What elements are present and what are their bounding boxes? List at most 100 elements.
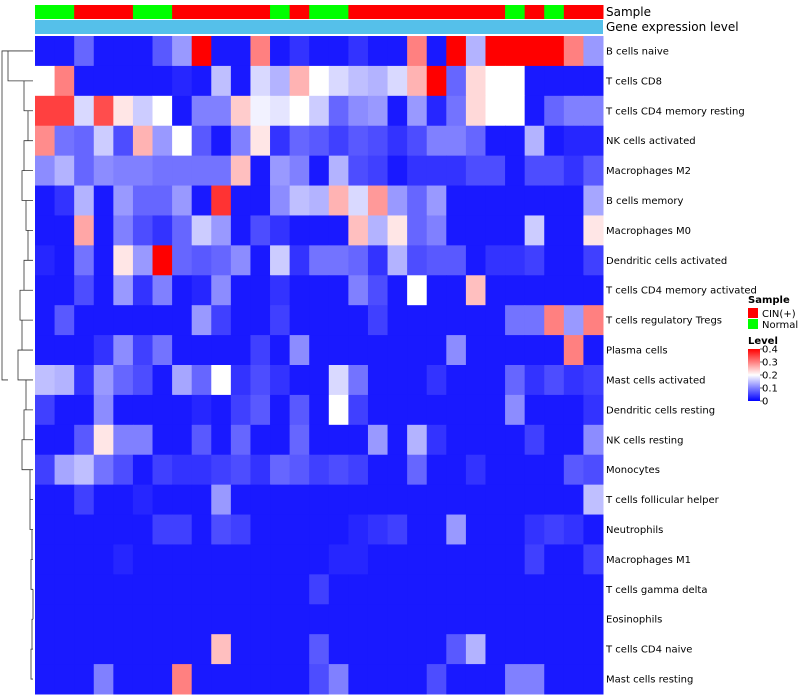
sample-cell <box>446 5 467 19</box>
heatmap-cell <box>426 365 447 396</box>
heatmap-cell <box>563 365 584 396</box>
heatmap-cell <box>230 484 251 516</box>
heatmap-cell <box>328 664 349 695</box>
heatmap-cell <box>35 574 56 605</box>
heatmap-cell <box>348 155 369 187</box>
heatmap-cell <box>270 36 291 67</box>
heatmap-cell <box>544 305 565 336</box>
heatmap-cell <box>367 155 389 187</box>
heatmap-cell <box>191 454 212 486</box>
heatmap-cell <box>465 95 486 127</box>
heatmap-cell <box>54 215 75 246</box>
heatmap-cell <box>485 574 506 605</box>
heatmap-cell <box>132 275 154 306</box>
heatmap-cell <box>485 634 506 665</box>
heatmap-cell <box>93 604 114 635</box>
heatmap-cell <box>485 65 506 97</box>
heatmap-cell <box>54 544 75 575</box>
heatmap-cell <box>367 664 389 695</box>
heatmap-cell <box>485 275 506 306</box>
heatmap-cell <box>172 65 193 97</box>
heatmap-cell <box>113 484 134 516</box>
heatmap-cell <box>328 95 349 127</box>
heatmap-cell <box>113 305 134 336</box>
heatmap-cell <box>250 245 271 276</box>
heatmap-cell <box>113 275 134 306</box>
heatmap-cell <box>289 95 310 127</box>
heatmap-cell <box>583 365 604 396</box>
sample-cell <box>152 5 173 19</box>
row-label-7: Dendritic cells activated <box>606 256 727 267</box>
heatmap-cell <box>152 514 173 545</box>
heatmap-cell <box>348 365 369 396</box>
heatmap-cell <box>387 544 408 575</box>
heatmap-cell <box>74 634 95 665</box>
heatmap-cell <box>563 664 584 695</box>
heatmap-cell <box>250 335 271 366</box>
heatmap-cell <box>270 245 291 276</box>
heatmap-cell <box>309 275 330 306</box>
heatmap-cell <box>563 544 584 575</box>
heatmap-cell <box>152 604 173 635</box>
heatmap-cell <box>211 634 232 665</box>
heatmap-cell <box>172 394 193 426</box>
heatmap-cell <box>485 125 506 157</box>
heatmap-cell <box>172 604 193 635</box>
heatmap-cell <box>152 36 173 67</box>
sample-cell <box>309 5 330 19</box>
heatmap-cell <box>426 634 447 665</box>
heatmap-cell <box>35 125 56 157</box>
heatmap-cell <box>309 215 330 246</box>
heatmap-cell <box>172 95 193 127</box>
heatmap-cell <box>367 65 389 97</box>
row-label-9: T cells regulatory Tregs <box>605 316 722 327</box>
legend-label-1: Normal <box>762 320 798 331</box>
level-ticks: 0.4 0.3 0.2 0.1 0 <box>760 345 778 408</box>
heatmap-cell <box>407 365 428 396</box>
heatmap-cell <box>505 365 526 396</box>
heatmap-cell <box>407 65 428 97</box>
heatmap-cell <box>309 664 330 695</box>
heatmap-cell <box>35 484 56 516</box>
heatmap-cell <box>426 185 447 216</box>
heatmap-cell <box>465 185 486 216</box>
heatmap-cell <box>485 394 506 426</box>
heatmap-cell <box>367 604 389 635</box>
heatmap-cell <box>387 604 408 635</box>
heatmap-cell <box>465 275 486 306</box>
heatmap-cell <box>426 65 447 97</box>
heatmap-cell <box>113 335 134 366</box>
heatmap-cell <box>387 155 408 187</box>
heatmap-cell <box>583 484 604 516</box>
sample-cell <box>348 5 369 19</box>
heatmap-cell <box>289 604 310 635</box>
heatmap-cell <box>54 185 75 216</box>
heatmap-cell <box>152 664 173 695</box>
heatmap-cell <box>113 365 134 396</box>
heatmap-cell <box>465 365 486 396</box>
heatmap-cell <box>191 125 212 157</box>
heatmap-cell <box>524 215 545 246</box>
heatmap-cell <box>505 484 526 516</box>
heatmap-cell <box>35 305 56 336</box>
heatmap-cell <box>465 634 486 665</box>
heatmap-cell <box>407 95 428 127</box>
heatmap-cell <box>289 484 310 516</box>
sample-cell <box>465 5 486 19</box>
heatmap-cell <box>172 275 193 306</box>
legend: Sample CIN(+)Normal Level 0.4 0.3 0.2 0.1 0 <box>748 295 798 408</box>
heatmap-cell <box>583 275 604 306</box>
heatmap-cell <box>289 544 310 575</box>
heatmap-cell <box>74 574 95 605</box>
heatmap-cell <box>485 305 506 336</box>
heatmap-cell <box>367 365 389 396</box>
heatmap-cell <box>230 305 251 336</box>
heatmap-cell <box>289 65 310 97</box>
heatmap-cell <box>524 95 545 127</box>
heatmap-cell <box>93 544 114 575</box>
heatmap-cell <box>367 335 389 366</box>
heatmap-cell <box>93 275 114 306</box>
heatmap-cell <box>426 484 447 516</box>
heatmap-cell <box>132 65 154 97</box>
heatmap-cell <box>407 185 428 216</box>
